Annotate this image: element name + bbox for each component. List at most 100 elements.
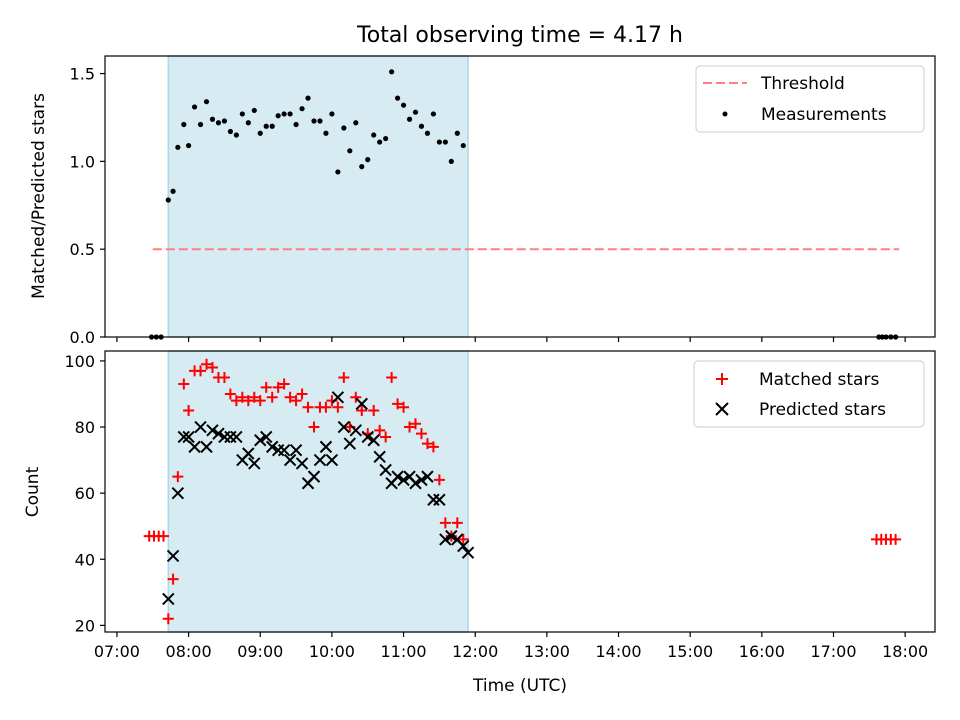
measurement-point [377,139,383,145]
matched-star-marker [404,421,416,433]
predicted-star-marker [373,450,386,463]
measurement-point [317,118,323,124]
predicted-star-marker [194,420,207,434]
predicted-star-marker [349,424,362,437]
bottom-y-axis-label: Count [23,466,43,517]
predicted-star-marker [171,486,185,500]
predicted-star-marker [166,549,180,563]
measurement-point [215,120,222,126]
x-tick-label: 13:00 [524,642,570,661]
measurement-point [191,104,198,110]
predicted-star-marker [461,546,475,559]
top-observing-window-shading [167,55,469,338]
y-tick-label: 1.5 [70,65,95,84]
measurement-point [221,118,228,124]
top-y-ticks: 0.0 0.5 1.0 1.5 [70,65,105,347]
predicted-star-marker [212,427,225,440]
measurement-point [389,69,395,75]
predicted-star-marker [331,391,345,404]
measurement-point [175,144,181,150]
bottom-y-ticks: 20 40 60 80 100 [64,352,105,635]
shaded-region [167,55,469,338]
predicted-star-marker [445,529,458,543]
predicted-star-marker [433,493,446,506]
measurement-point [383,135,389,142]
measurement-point [287,111,293,117]
matched-star-marker [230,395,242,407]
measurement-point [406,116,413,122]
y-tick-label: 80 [75,418,95,437]
predicted-star-marker [367,434,380,447]
matched-star-marker [266,391,278,403]
matched-star-marker [421,438,433,450]
matched-star-marker [206,362,218,374]
measurement-point [251,107,257,114]
top-x-ticks [116,337,906,342]
measurement-point [311,118,317,124]
measurement-point [185,142,192,149]
matched-star-marker [386,371,398,383]
measurement-point [209,116,216,122]
measurement-point [424,130,431,136]
measurement-point [460,142,466,149]
x-tick-label: 14:00 [595,642,641,661]
predicted-star-marker [415,473,428,487]
measurement-point [353,120,359,126]
matched-star-marker [195,365,207,377]
predicted-star-marker [409,477,422,490]
measurement-point [170,188,176,194]
x-tick-label: 12:00 [452,642,498,661]
matched-star-marker [368,405,380,417]
measurement-point [323,130,329,136]
predicted-star-marker [182,430,195,444]
measurement-point [371,132,377,138]
matched-star-marker [374,424,386,436]
measurement-point [275,113,281,119]
x-tick-label: 17:00 [810,642,856,661]
predicted-star-marker [289,443,303,457]
predicted-star-marker [361,430,374,444]
measurement-point [329,111,335,117]
predicted-star-marker [283,453,297,467]
measurement-point [436,139,442,145]
matched-star-marker [308,421,320,433]
matched-star-marker [392,398,404,410]
matched-star-marker [248,391,260,403]
measurement-point [227,128,233,135]
x-axis-label: Time (UTC) [472,676,567,696]
predicted-star-marker [325,453,339,467]
measurement-point [359,164,365,170]
top-axes-frame [104,55,936,338]
matched-star-marker [242,395,254,407]
predicted-star-marker [230,430,243,444]
bottom-panel: 20 40 60 80 100 07:00 08:00 09:00 10:00 11:00 12:… [23,350,936,696]
matched-star-marker [415,428,427,440]
predicted-star-marker [177,430,191,444]
predicted-star-marker [260,430,273,444]
predicted-star-marker [200,440,213,454]
legend-matched-swatch [716,373,728,385]
measurement-point [335,169,341,175]
predicted-star-marker [254,434,267,447]
predicted-star-marker [439,533,452,546]
y-tick-label: 60 [75,484,95,503]
matched-star-marker [350,391,362,403]
measurement-point [257,130,263,136]
measurement-point [233,132,239,138]
matched-star-marker [433,474,445,486]
predicted-star-marker [313,453,327,467]
matched-star-marker [427,441,439,453]
matched-star-marker [254,395,266,407]
top-panel: 0.0 0.5 1.0 1.5 Matched/Predicted stars Thr… [29,55,936,347]
matched-star-marker [218,371,230,383]
legend-measurements-swatch [722,111,728,117]
matched-star-marker [162,613,174,625]
x-tick-label: 15:00 [667,642,713,661]
matched-star-marker [356,405,368,417]
predicted-star-marker [277,443,291,457]
x-tick-label: 16:00 [739,642,785,661]
legend-measurements-label: Measurements [761,105,887,125]
matched-star-marker [451,517,463,529]
matched-star-marker [320,401,332,413]
